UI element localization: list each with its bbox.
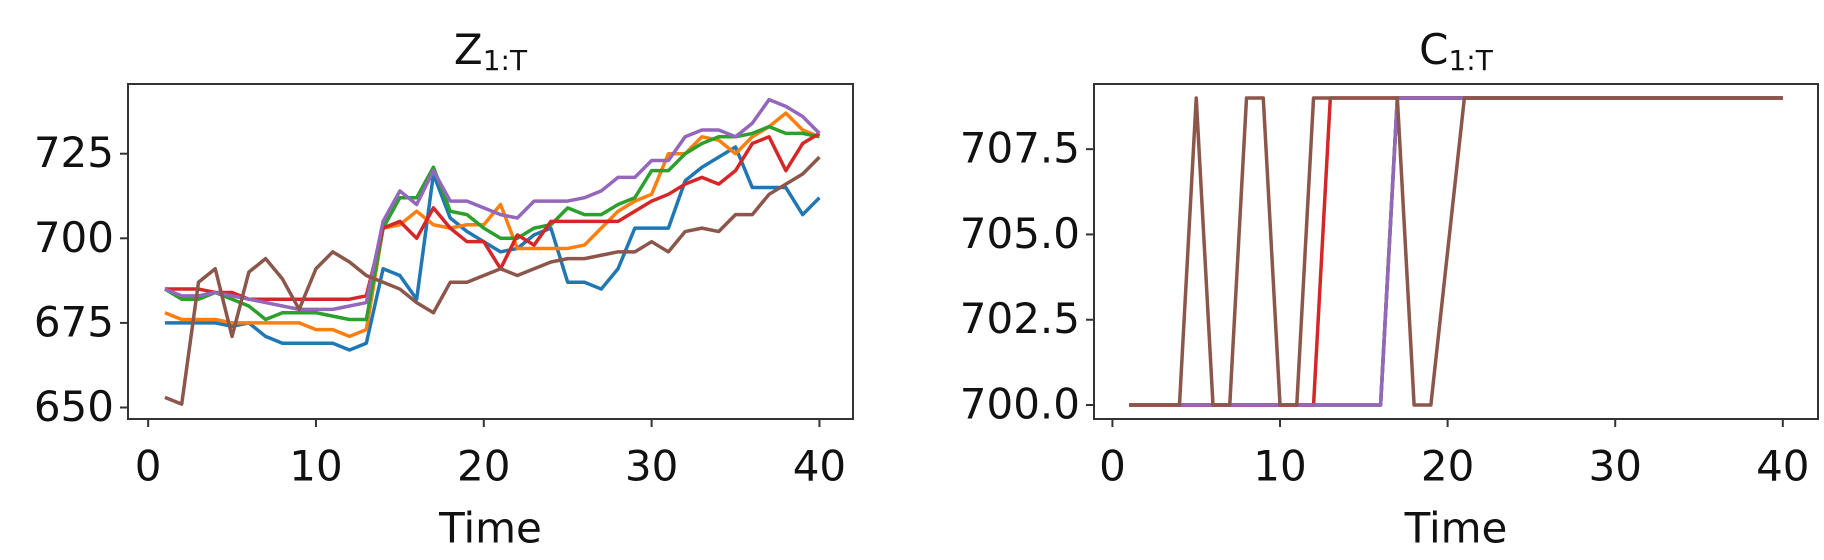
- y-tick-label: 725: [34, 128, 114, 177]
- y-tick-label: 705.0: [960, 209, 1080, 258]
- x-axis-label: Time: [438, 504, 542, 553]
- series-line: [1129, 96, 1783, 407]
- chart-title: C1:T: [1419, 25, 1494, 78]
- series-line: [164, 97, 821, 312]
- series-line: [1129, 96, 1783, 407]
- series-line: [1129, 96, 1783, 407]
- plot-frame: [127, 83, 854, 420]
- x-tick-label: 30: [625, 442, 678, 491]
- y-tick-label: 700.0: [960, 380, 1080, 429]
- series-line: [164, 155, 821, 406]
- title-main: Z: [454, 25, 483, 74]
- y-tick-label: 700: [34, 213, 114, 262]
- y-tick-label: 650: [34, 382, 114, 431]
- series-line: [164, 131, 821, 301]
- x-axis-label: Time: [1404, 504, 1508, 553]
- x-tick-label: 30: [1588, 442, 1641, 491]
- x-tick-label: 40: [1756, 442, 1809, 491]
- x-tick-label: 0: [1099, 442, 1126, 491]
- chart-title: Z1:T: [454, 25, 528, 78]
- series-line: [1129, 96, 1783, 407]
- x-tick-label: 0: [135, 442, 162, 491]
- y-tick-label: 707.5: [960, 124, 1080, 173]
- series-line: [1129, 96, 1783, 407]
- plot-frame: [1093, 83, 1819, 420]
- x-tick-label: 40: [793, 442, 846, 491]
- x-tick-label: 20: [457, 442, 510, 491]
- title-subscript: 1:T: [483, 44, 528, 77]
- title-subscript: 1:T: [1448, 44, 1493, 77]
- title-main: C: [1419, 25, 1448, 74]
- x-tick-label: 10: [289, 442, 342, 491]
- y-tick-label: 675: [34, 297, 114, 346]
- x-tick-label: 10: [1253, 442, 1306, 491]
- x-tick-label: 20: [1421, 442, 1474, 491]
- series-line: [1129, 96, 1783, 407]
- series-line: [164, 145, 821, 352]
- series-line: [164, 124, 820, 322]
- y-tick-label: 702.5: [960, 294, 1080, 343]
